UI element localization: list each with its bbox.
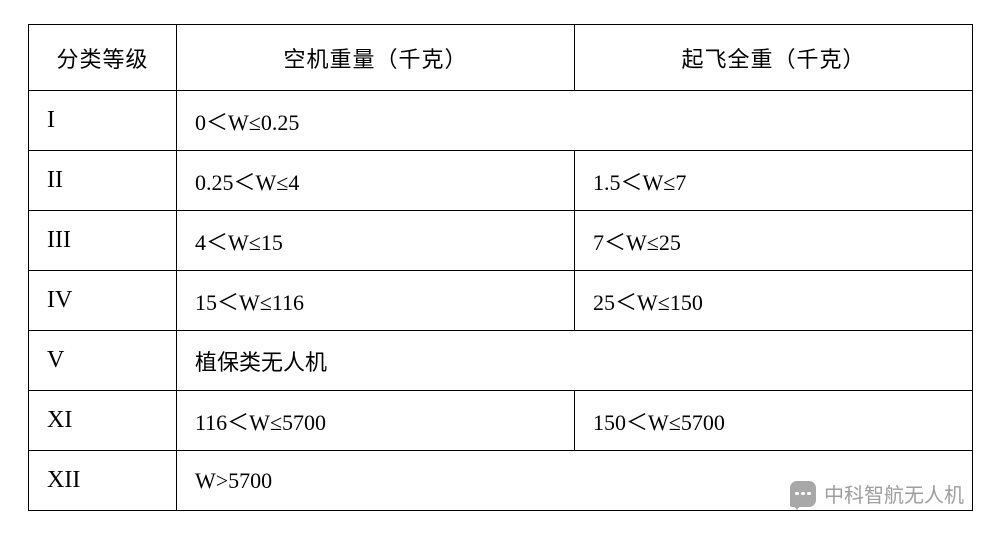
cell-empty-weight: 4＜W≤15 <box>177 211 575 271</box>
cell-grade: XI <box>29 391 177 451</box>
table-row: IV 15＜W≤116 25＜W≤150 <box>29 271 973 331</box>
cell-grade: I <box>29 91 177 151</box>
cell-empty-weight: 15＜W≤116 <box>177 271 575 331</box>
cell-grade: II <box>29 151 177 211</box>
cell-grade: III <box>29 211 177 271</box>
cell-grade: XII <box>29 451 177 511</box>
table-row: XI 116＜W≤5700 150＜W≤5700 <box>29 391 973 451</box>
cell-empty-weight: 0＜W≤0.25 <box>177 91 973 151</box>
header-empty-weight: 空机重量（千克） <box>177 25 575 91</box>
cell-takeoff-weight: 25＜W≤150 <box>575 271 973 331</box>
table-body: I 0＜W≤0.25 II 0.25＜W≤4 1.5＜W≤7 III 4＜W≤1… <box>29 91 973 511</box>
cell-empty-weight: 0.25＜W≤4 <box>177 151 575 211</box>
cell-takeoff-weight: 150＜W≤5700 <box>575 391 973 451</box>
table-row: V 植保类无人机 <box>29 331 973 391</box>
header-takeoff-weight: 起飞全重（千克） <box>575 25 973 91</box>
table-header-row: 分类等级 空机重量（千克） 起飞全重（千克） <box>29 25 973 91</box>
classification-table: 分类等级 空机重量（千克） 起飞全重（千克） I 0＜W≤0.25 II 0.2… <box>28 24 973 511</box>
table-row: I 0＜W≤0.25 <box>29 91 973 151</box>
cell-empty-weight: 116＜W≤5700 <box>177 391 575 451</box>
cell-takeoff-weight: 7＜W≤25 <box>575 211 973 271</box>
chat-bubble-icon <box>790 481 816 507</box>
cell-takeoff-weight: 1.5＜W≤7 <box>575 151 973 211</box>
table-row: II 0.25＜W≤4 1.5＜W≤7 <box>29 151 973 211</box>
header-grade: 分类等级 <box>29 25 177 91</box>
watermark-text: 中科智航无人机 <box>824 479 964 508</box>
table-row: III 4＜W≤15 7＜W≤25 <box>29 211 973 271</box>
cell-empty-weight: 植保类无人机 <box>177 331 973 391</box>
cell-grade: V <box>29 331 177 391</box>
watermark: 中科智航无人机 <box>790 479 964 508</box>
cell-grade: IV <box>29 271 177 331</box>
